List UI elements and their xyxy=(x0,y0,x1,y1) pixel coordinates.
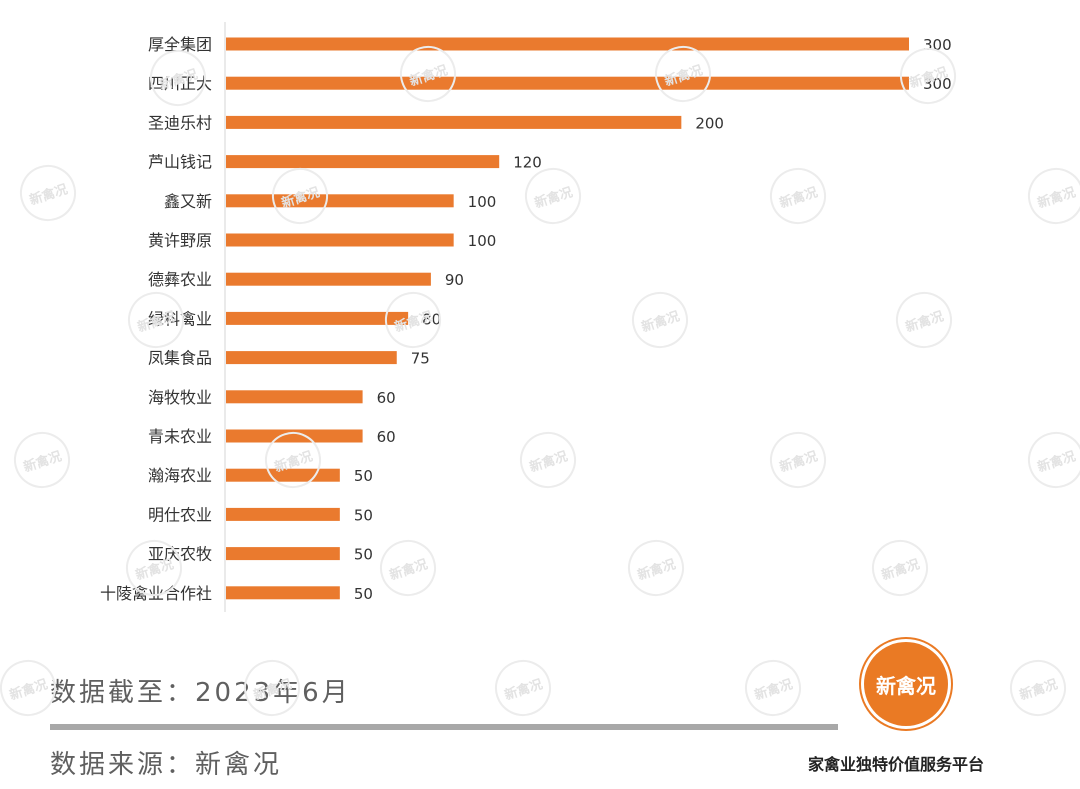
bar xyxy=(226,351,397,365)
data-label: 100 xyxy=(468,193,497,211)
category-label: 四川正大 xyxy=(148,74,212,93)
category-label: 明仕农业 xyxy=(148,505,212,524)
watermark: 新禽况 xyxy=(1002,652,1074,724)
data-label: 80 xyxy=(422,310,441,328)
bar xyxy=(226,115,682,129)
bar xyxy=(226,311,409,325)
bar xyxy=(226,586,340,600)
bar xyxy=(226,429,363,443)
data-label: 50 xyxy=(354,506,373,524)
chart-svg: 厚全集团 300 四川正大 300 圣迪乐村 200 芦山钱记 120 鑫又新 100 黄许野原 10… xyxy=(100,22,952,612)
bar xyxy=(226,194,454,208)
bar xyxy=(226,507,340,521)
category-label: 黄许野原 xyxy=(148,231,212,250)
data-label: 75 xyxy=(411,350,430,368)
bar xyxy=(226,468,340,482)
data-label: 90 xyxy=(445,271,464,289)
data-source-text: 数据来源：新禽况 xyxy=(50,750,283,780)
category-label: 海牧牧业 xyxy=(148,388,212,407)
data-label: 50 xyxy=(354,585,373,603)
category-label: 青未农业 xyxy=(148,427,212,446)
data-label: 100 xyxy=(468,232,497,250)
category-label: 芦山钱记 xyxy=(148,153,212,172)
brand-logo: 新禽况 xyxy=(864,642,948,726)
bar xyxy=(226,547,340,561)
watermark: 新禽况 xyxy=(487,652,559,724)
data-label: 120 xyxy=(513,154,542,172)
data-label: 300 xyxy=(923,75,952,93)
category-label: 德彝农业 xyxy=(148,270,212,289)
category-label: 绿科禽业 xyxy=(148,309,212,328)
category-label: 瀚海农业 xyxy=(148,466,212,485)
data-label: 60 xyxy=(377,428,396,446)
category-label: 圣迪乐村 xyxy=(148,113,212,132)
category-label: 鑫又新 xyxy=(164,192,212,211)
brand-tagline: 家禽业独特价值服务平台 xyxy=(808,755,985,774)
bar xyxy=(226,37,909,51)
bar xyxy=(226,155,500,169)
brand-logo-text: 新禽况 xyxy=(876,673,936,698)
bar xyxy=(226,390,363,404)
category-label: 亚庆农牧 xyxy=(148,545,212,564)
category-label: 凤集食品 xyxy=(148,349,212,368)
category-label: 厚全集团 xyxy=(148,35,212,54)
data-label: 50 xyxy=(354,546,373,564)
divider xyxy=(50,724,838,730)
data-label: 200 xyxy=(695,114,724,132)
watermark: 新禽况 xyxy=(737,652,809,724)
data-label: 300 xyxy=(923,36,952,54)
bar xyxy=(226,272,431,286)
data-label: 50 xyxy=(354,467,373,485)
data-date-text: 数据截至：2023年6月 xyxy=(50,678,351,708)
bar xyxy=(226,233,454,247)
bar xyxy=(226,76,909,90)
bar-chart: 厚全集团 300 四川正大 300 圣迪乐村 200 芦山钱记 120 鑫又新 100 黄许野原 10… xyxy=(100,22,952,612)
data-label: 60 xyxy=(377,389,396,407)
category-label: 十陵禽业合作社 xyxy=(100,584,212,603)
